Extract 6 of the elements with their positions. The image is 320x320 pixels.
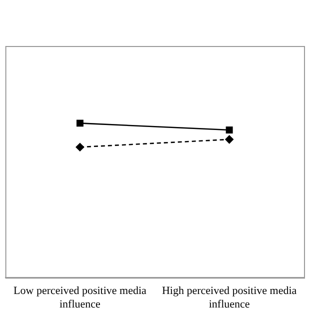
point bbox=[225, 135, 234, 144]
x-tick-label: High perceived positive media influence bbox=[162, 285, 297, 310]
point bbox=[76, 142, 84, 152]
x-tick-label: Low perceived positive media influence bbox=[14, 285, 147, 310]
point bbox=[226, 126, 233, 134]
point bbox=[76, 120, 84, 127]
